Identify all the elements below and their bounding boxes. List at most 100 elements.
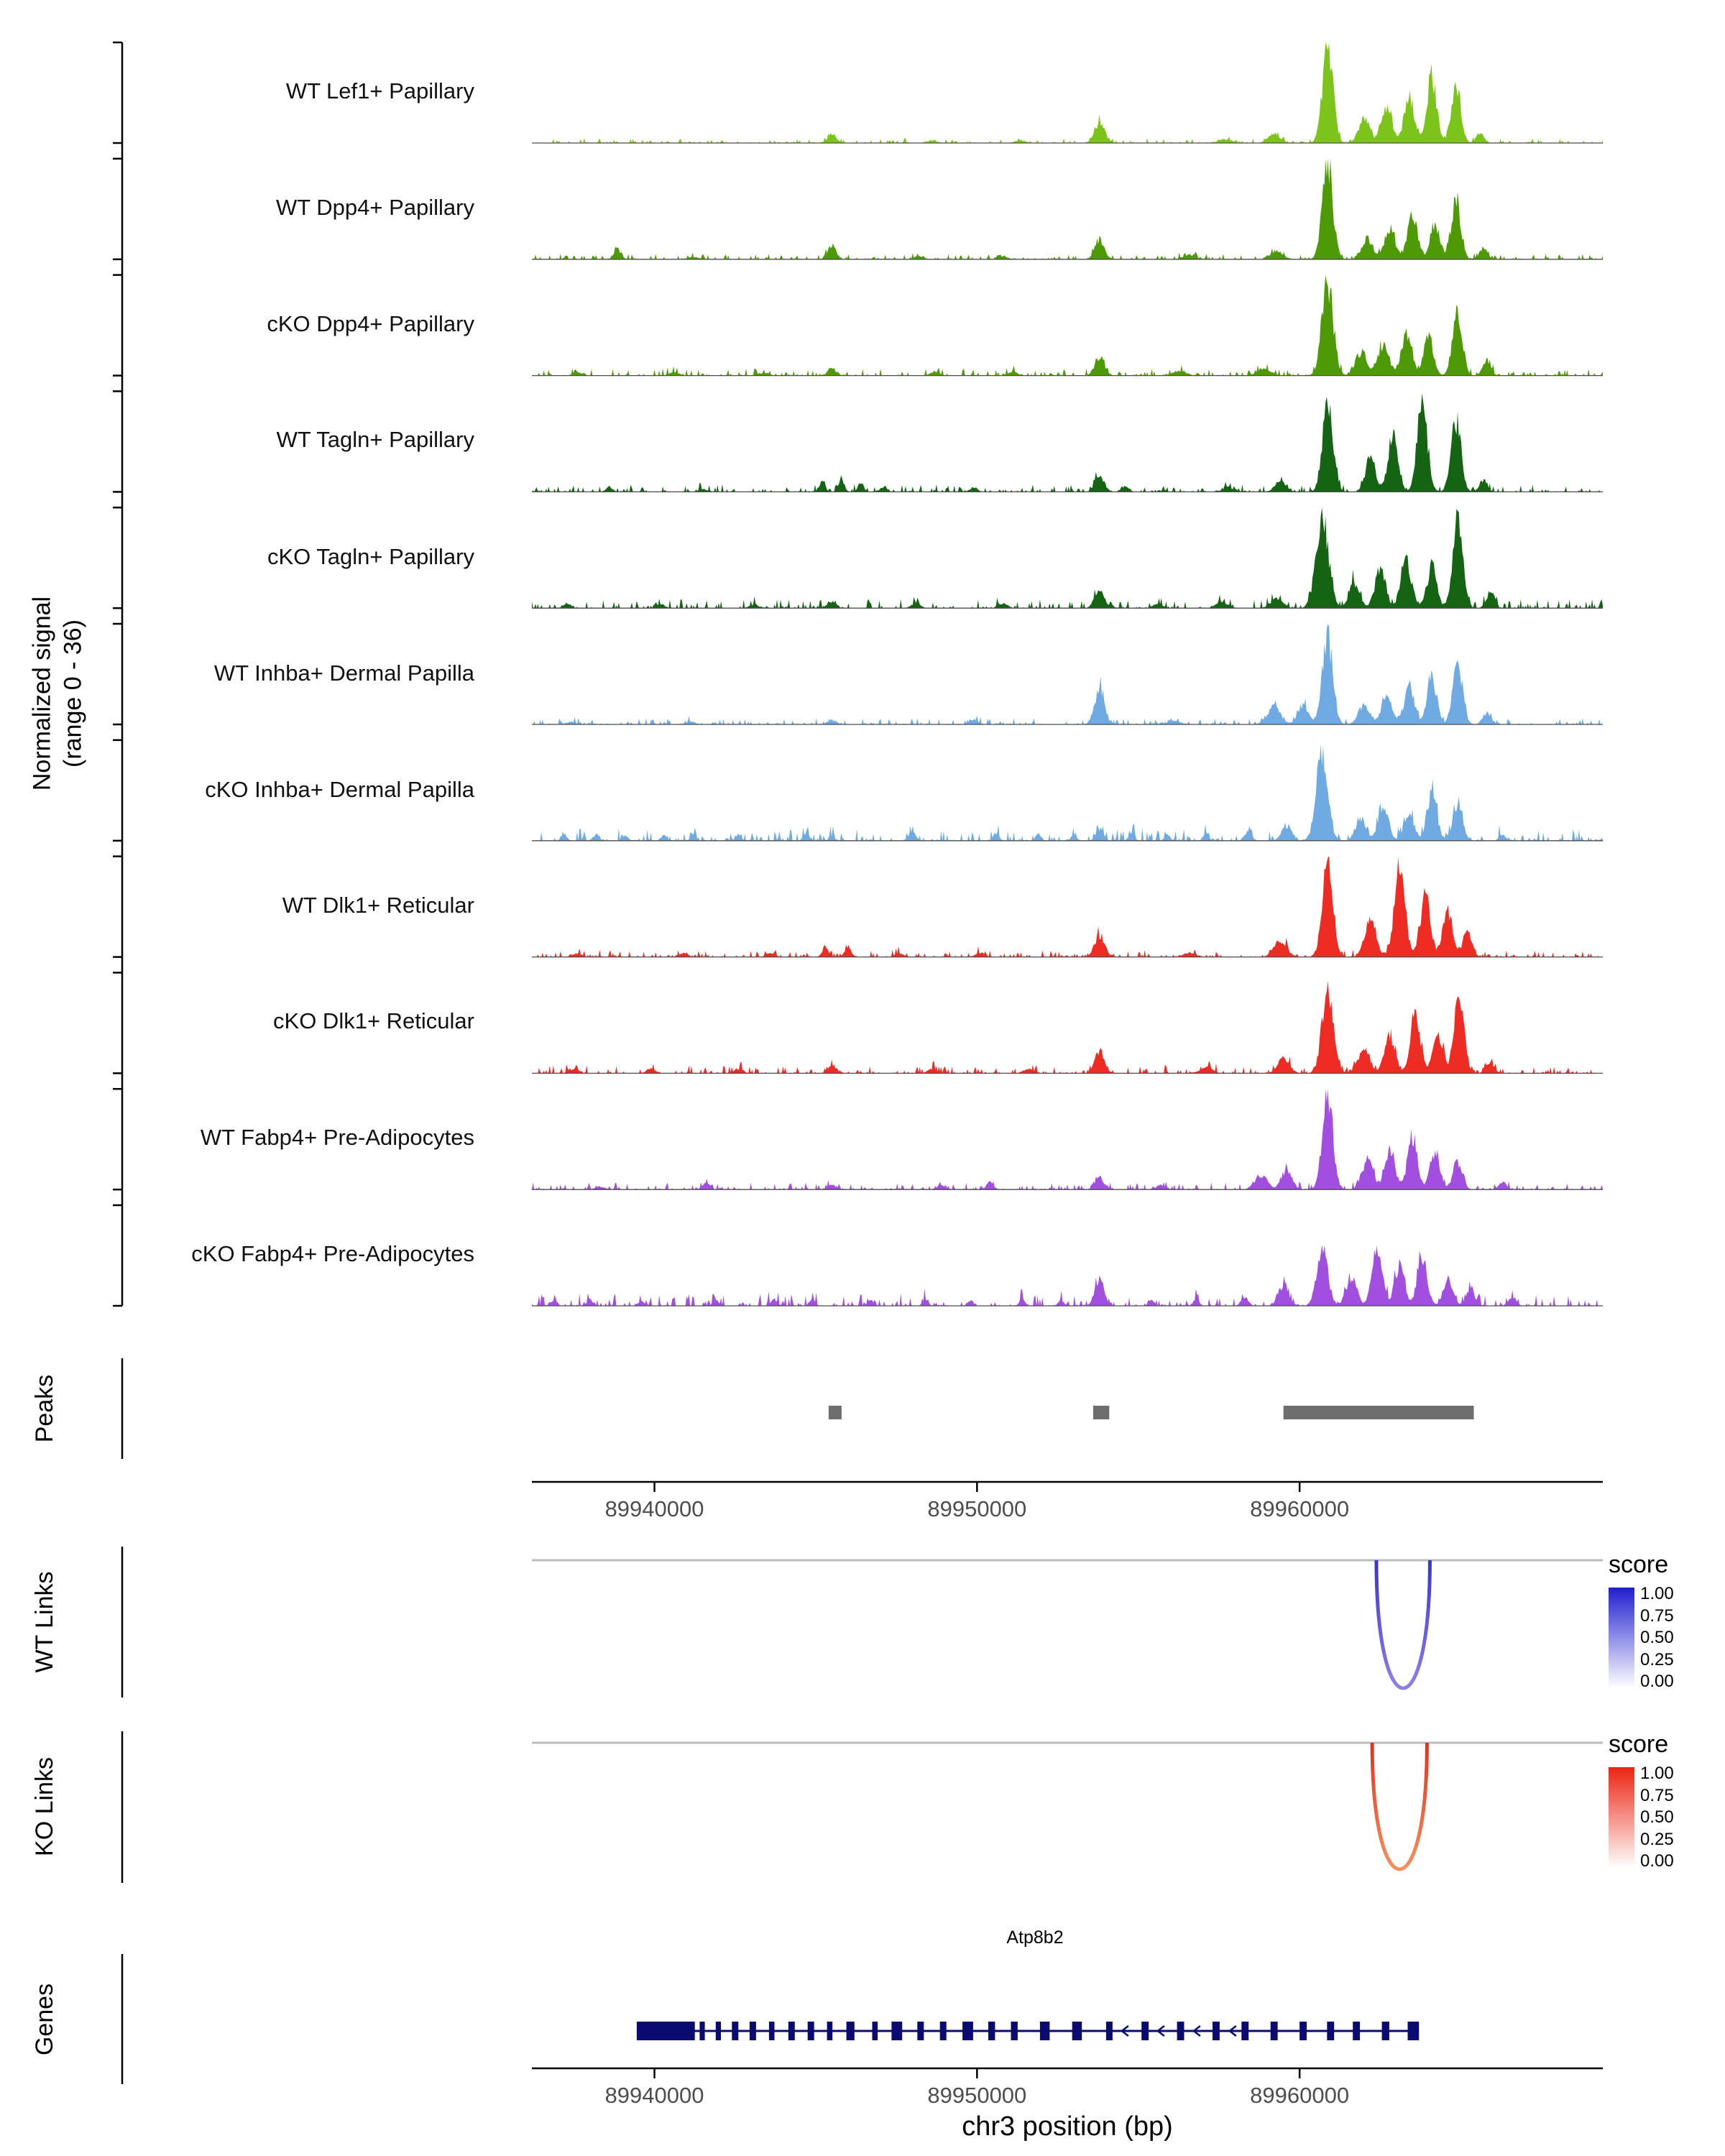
exon: [962, 2022, 973, 2040]
x-axis-title: chr3 position (bp): [962, 2111, 1173, 2142]
genes-section-label: Genes: [30, 1983, 58, 2056]
exon: [636, 2022, 695, 2040]
exon: [939, 2022, 947, 2040]
strand-arrow: [1192, 2025, 1201, 2037]
wt-score-legend-ticks: 1.00 0.75 0.50 0.25 0.00: [1640, 1584, 1674, 1692]
peak-interval: [828, 1406, 842, 1419]
exon: [1141, 2022, 1149, 2040]
legend-tick-label: 1.00: [1640, 1584, 1674, 1603]
axes: 89940000 89950000 89960000 89940000 89950000…: [113, 41, 1603, 2108]
legend-tick-label: 0.25: [1640, 1649, 1674, 1669]
strand-arrow: [1120, 2025, 1129, 2037]
wt-score-legend: score 1.00 0.75 0.50 0.25 0.00: [1609, 1551, 1674, 1692]
track-label-cko-fabp4: cKO Fabp4+ Pre-Adipocytes: [191, 1241, 474, 1266]
exon: [1300, 2022, 1307, 2040]
signal-tracks: [532, 42, 1603, 1307]
exon: [1177, 2022, 1184, 2040]
peaks-section-label: Peaks: [30, 1374, 58, 1443]
track-label-cko-tagln: cKO Tagln+ Papillary: [267, 544, 474, 569]
signal-area: [532, 1245, 1603, 1306]
y-axis-label-line2: (range 0 - 36): [59, 619, 86, 768]
track-label-cko-dpp4: cKO Dpp4+ Papillary: [267, 311, 474, 336]
x-tick-label: 89940000: [605, 2083, 704, 2108]
x-tick-label: 89940000: [605, 1496, 704, 1521]
exon: [749, 2022, 756, 2040]
peaks-track: [828, 1406, 1474, 1419]
links-tracks: [532, 1559, 1603, 1871]
signal-area: [532, 744, 1603, 841]
signal-area: [532, 856, 1603, 957]
signal-area: [532, 393, 1603, 492]
x-tick-label: 89960000: [1250, 1496, 1349, 1521]
gene-name-label: Atp8b2: [1006, 1927, 1064, 1948]
exon: [891, 2022, 903, 2040]
signal-area: [532, 624, 1603, 724]
track-label-wt-dlk1: WT Dlk1+ Reticular: [282, 893, 474, 918]
exon: [846, 2022, 855, 2040]
legend-tick-label: 0.00: [1640, 1672, 1674, 1691]
exon: [699, 2022, 705, 2040]
signal-area: [532, 158, 1603, 259]
exon: [1381, 2022, 1389, 2040]
ko-score-legend: score 1.00 0.75 0.50 0.25 0.00: [1609, 1731, 1674, 1871]
exon: [1072, 2022, 1082, 2040]
legend-tick-label: 0.50: [1640, 1807, 1674, 1827]
track-label-cko-dlk1: cKO Dlk1+ Reticular: [273, 1008, 474, 1033]
legend-tick-label: 0.75: [1640, 1785, 1674, 1805]
signal-area: [532, 1089, 1603, 1190]
wt-links-section-label: WT Links: [30, 1571, 58, 1673]
gene-track: [636, 2022, 1420, 2040]
peak-interval: [1092, 1406, 1110, 1419]
signal-area: [532, 507, 1603, 609]
exon: [1213, 2022, 1220, 2040]
ko-score-legend-title: score: [1609, 1731, 1669, 1758]
y-axis-label: Normalized signal (range 0 - 36): [27, 596, 88, 791]
ko-score-gradient-bar: [1609, 1767, 1634, 1868]
track-label-wt-fabp4: WT Fabp4+ Pre-Adipocytes: [200, 1125, 474, 1150]
exon: [768, 2022, 775, 2040]
exon: [827, 2022, 833, 2040]
x-tick-label: 89950000: [927, 1496, 1026, 1521]
ko-score-legend-ticks: 1.00 0.75 0.50 0.25 0.00: [1640, 1764, 1674, 1871]
exon: [1407, 2022, 1420, 2040]
y-axis-label-line1: Normalized signal: [28, 596, 56, 791]
exon: [872, 2022, 878, 2040]
exon: [715, 2022, 721, 2040]
exon: [917, 2022, 924, 2040]
legend-tick-label: 0.00: [1640, 1851, 1674, 1871]
track-label-wt-dpp4: WT Dpp4+ Papillary: [276, 195, 474, 220]
legend-tick-label: 0.50: [1640, 1628, 1674, 1647]
link-arc: [1374, 1560, 1432, 1690]
exon: [1105, 2022, 1113, 2040]
legend-tick-label: 0.25: [1640, 1829, 1674, 1849]
signal-area: [532, 275, 1603, 376]
exon: [788, 2022, 795, 2040]
track-label-wt-inhba: WT Inhba+ Dermal Papilla: [213, 660, 474, 686]
strand-arrow: [1228, 2025, 1237, 2037]
exon: [807, 2022, 814, 2040]
wt-score-legend-title: score: [1609, 1551, 1669, 1578]
track-label-wt-tagln: WT Tagln+ Papillary: [276, 427, 474, 452]
peak-interval: [1283, 1406, 1474, 1419]
ko-links-section-label: KO Links: [30, 1757, 58, 1856]
exon: [732, 2022, 739, 2040]
link-arc: [1370, 1742, 1429, 1871]
signal-area: [532, 42, 1603, 143]
strand-arrow: [1156, 2025, 1165, 2037]
track-label-wt-lef1: WT Lef1+ Papillary: [285, 78, 474, 103]
x-tick-label: 89960000: [1250, 2083, 1349, 2108]
wt-score-gradient-bar: [1609, 1588, 1634, 1688]
exon: [1327, 2022, 1335, 2040]
exon: [1011, 2022, 1018, 2040]
exon: [1353, 2022, 1361, 2040]
legend-tick-label: 1.00: [1640, 1764, 1674, 1783]
exon: [1039, 2022, 1050, 2040]
legend-tick-label: 0.75: [1640, 1606, 1674, 1626]
exon: [1270, 2022, 1278, 2040]
signal-area: [532, 980, 1603, 1074]
exon: [988, 2022, 995, 2040]
exon: [1241, 2022, 1249, 2040]
track-label-cko-inhba: cKO Inhba+ Dermal Papilla: [205, 777, 474, 802]
